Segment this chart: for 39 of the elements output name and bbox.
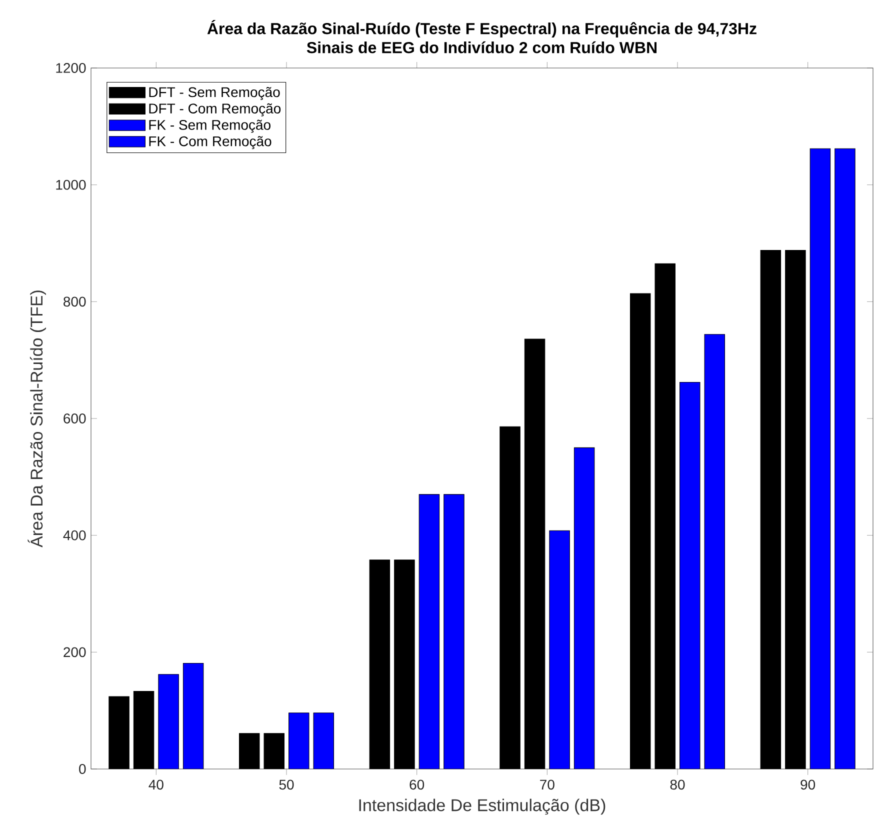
x-tick-label: 70: [540, 780, 554, 790]
x-tick-label: 60: [410, 780, 424, 790]
bar: [704, 334, 726, 769]
bar: [418, 494, 440, 769]
bar: [630, 293, 651, 769]
legend-label: DFT - Sem Remoção: [149, 86, 280, 100]
y-tick-label: 400: [63, 530, 86, 540]
y-tick-label: 600: [64, 414, 86, 424]
bar: [108, 696, 130, 769]
legend-label: FK - Com Remoção: [149, 136, 272, 150]
bar: [313, 712, 334, 769]
chart-subtitle: Sinais de EEG do Indivíduo 2 com Ruído WBN: [306, 41, 657, 54]
bar: [500, 426, 520, 769]
bar: [369, 560, 390, 769]
x-tick-label: 80: [670, 780, 685, 790]
chart-title: Área da Razão Sinal-Ruído (Teste F Espectral) na Frequência de 94,73Hz: [207, 20, 756, 38]
legend-label: FK - Sem Remoção: [149, 120, 270, 133]
y-axis-title: Área Da Razão Sinal-Ruído (TFE): [28, 290, 46, 548]
bar: [444, 494, 464, 769]
x-tick-label: 50: [279, 780, 294, 790]
y-tick-label: 1200: [56, 63, 86, 73]
y-tick-label: 200: [64, 647, 86, 658]
bar: [680, 382, 700, 769]
bar: [182, 662, 204, 769]
bar: [810, 148, 831, 769]
bar: [158, 674, 179, 769]
bar: [760, 250, 782, 769]
bar: [288, 712, 310, 769]
x-axis-title: Intensidade De Estimulação (dB): [359, 798, 606, 815]
bar: [549, 530, 570, 769]
y-tick-label: 800: [64, 296, 86, 307]
bar: [238, 733, 260, 769]
x-tick-label: 90: [800, 780, 816, 790]
y-tick-label: 0: [79, 764, 86, 774]
bar: [834, 148, 856, 769]
x-tick-label: 40: [148, 780, 164, 790]
bar: [574, 447, 595, 769]
legend-label: DFT - Com Remoção: [149, 103, 281, 116]
y-tick-label: 1000: [56, 180, 86, 190]
